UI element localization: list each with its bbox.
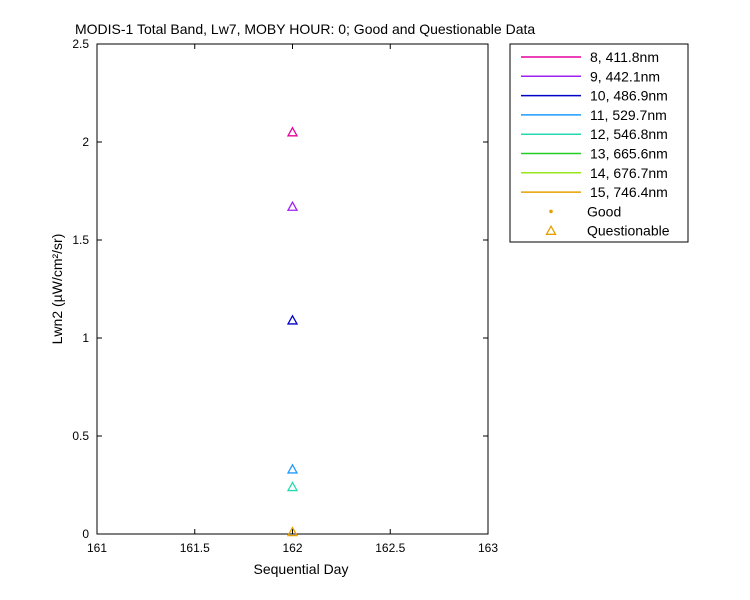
data-point-questionable: [286, 526, 299, 537]
y-tick-label: 2: [82, 135, 89, 149]
data-point-questionable: [286, 200, 299, 211]
legend-label: 11, 529.7nm: [590, 107, 667, 123]
y-tick-label: 2.5: [72, 37, 89, 51]
legend-label: 13, 665.6nm: [590, 146, 668, 162]
x-tick-label: 163: [478, 541, 498, 555]
legend-label: 12, 546.8nm: [590, 126, 668, 142]
plot-area: [96, 43, 489, 535]
y-axis-label: Lwn2 (µW/cm²/sr): [49, 234, 65, 345]
y-tick-label: 0: [82, 527, 89, 541]
data-point-questionable: [286, 126, 299, 137]
x-tick-label: 161.5: [180, 541, 210, 555]
legend-label: 8, 411.8nm: [590, 49, 659, 65]
axes: 161 161.5 162 162.5 163 0 0.5 1 1.5 2 2.5: [72, 37, 498, 555]
legend-label: 15, 746.4nm: [590, 184, 668, 200]
legend-label: Good: [587, 203, 621, 219]
legend-marker-good: [549, 209, 553, 214]
x-tick-label: 161: [87, 541, 107, 555]
legend: 8, 411.8nm 9, 442.1nm 10, 486.9nm 11, 529.7…: [521, 49, 670, 239]
legend-label: 10, 486.9nm: [590, 88, 668, 104]
data-point-questionable: [286, 481, 299, 492]
y-tick-label: 0.5: [72, 429, 89, 443]
chart-title: MODIS-1 Total Band, Lw7, MOBY HOUR: 0; G…: [75, 21, 535, 37]
y-tick-label: 1: [82, 331, 89, 345]
data-points: [286, 126, 299, 537]
x-tick-label: 162: [282, 541, 302, 555]
legend-marker-questionable: [545, 224, 557, 235]
x-tick-label: 162.5: [375, 541, 405, 555]
data-point-questionable: [286, 314, 299, 325]
y-tick-label: 1.5: [72, 233, 89, 247]
legend-label: 14, 676.7nm: [590, 165, 668, 181]
legend-label: Questionable: [587, 223, 670, 239]
x-axis-label: Sequential Day: [254, 561, 349, 577]
data-point-questionable: [286, 463, 299, 474]
legend-label: 9, 442.1nm: [590, 68, 660, 84]
